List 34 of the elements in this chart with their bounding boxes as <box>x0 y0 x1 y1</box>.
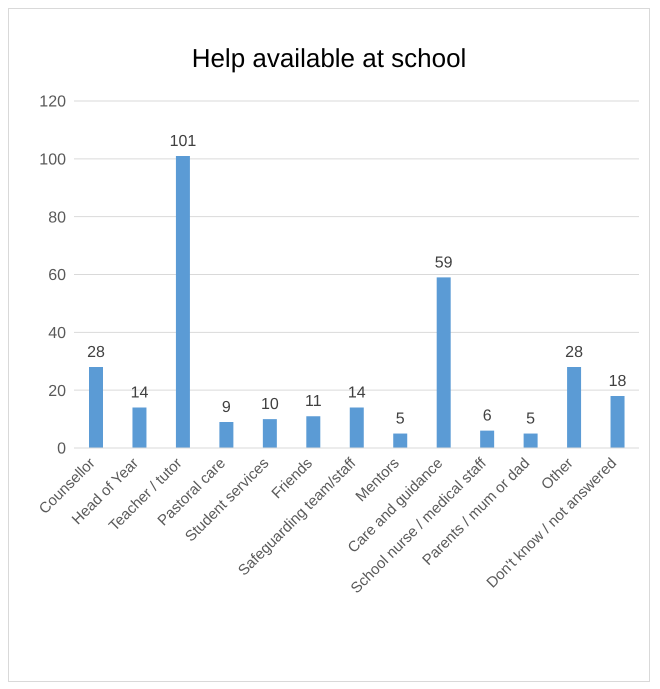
chart-title: Help available at school <box>190 43 468 75</box>
data-label: 5 <box>526 410 536 428</box>
bar <box>306 416 320 448</box>
data-label: 28 <box>87 344 105 362</box>
data-label: 101 <box>170 132 196 150</box>
data-label: 6 <box>482 408 492 425</box>
bar <box>480 430 494 448</box>
y-tick-label: 40 <box>48 325 66 342</box>
y-tick-label: 80 <box>48 209 66 226</box>
data-label: 59 <box>434 254 453 272</box>
bar <box>567 367 582 448</box>
bar <box>524 434 538 448</box>
bar <box>610 396 625 448</box>
data-label: 5 <box>396 410 405 428</box>
data-label: 18 <box>608 372 627 390</box>
data-label: 10 <box>260 396 279 414</box>
y-tick-label: 0 <box>57 440 66 458</box>
y-tick-label: 60 <box>48 267 66 284</box>
data-label: 9 <box>222 398 231 416</box>
y-tick-label: 100 <box>39 152 66 169</box>
bar <box>89 367 103 448</box>
data-label: 28 <box>565 344 584 362</box>
y-tick-label: 120 <box>39 94 66 111</box>
y-tick-label: 20 <box>48 382 66 400</box>
bar <box>393 434 408 448</box>
data-label: 14 <box>130 384 148 402</box>
bar <box>132 408 146 448</box>
data-label: 14 <box>348 384 366 402</box>
bar <box>350 408 364 448</box>
bar <box>436 277 451 448</box>
bar <box>219 422 234 448</box>
data-label: 11 <box>305 393 322 410</box>
bar <box>262 419 277 448</box>
bar <box>176 156 190 448</box>
